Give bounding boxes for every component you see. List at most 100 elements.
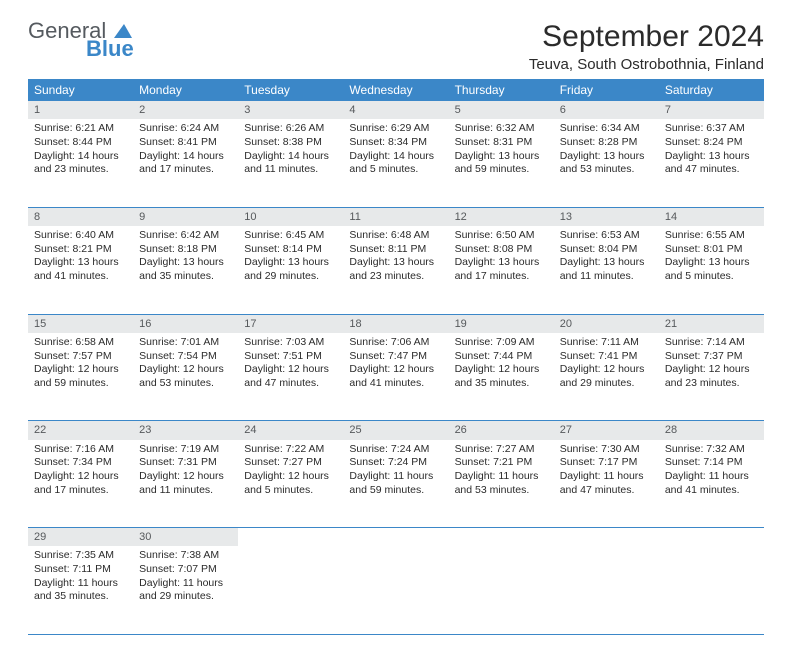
- day-details: Sunrise: 7:09 AM Sunset: 7:44 PM Dayligh…: [455, 336, 548, 391]
- day-content-cell: Sunrise: 6:26 AM Sunset: 8:38 PM Dayligh…: [238, 119, 343, 207]
- day-number-cell: 23: [133, 421, 238, 440]
- day-number-cell: [659, 528, 764, 547]
- day-content-cell: Sunrise: 6:48 AM Sunset: 8:11 PM Dayligh…: [343, 226, 448, 314]
- month-title: September 2024: [529, 20, 764, 54]
- day-details: Sunrise: 7:01 AM Sunset: 7:54 PM Dayligh…: [139, 336, 232, 391]
- weekday-header: Thursday: [449, 79, 554, 101]
- day-details: Sunrise: 6:24 AM Sunset: 8:41 PM Dayligh…: [139, 122, 232, 177]
- day-number-cell: 28: [659, 421, 764, 440]
- title-block: September 2024 Teuva, South Ostrobothnia…: [529, 20, 764, 73]
- day-content-cell: Sunrise: 6:50 AM Sunset: 8:08 PM Dayligh…: [449, 226, 554, 314]
- day-details: Sunrise: 7:35 AM Sunset: 7:11 PM Dayligh…: [34, 549, 127, 604]
- day-content-cell: Sunrise: 7:19 AM Sunset: 7:31 PM Dayligh…: [133, 440, 238, 528]
- day-number-cell: 29: [28, 528, 133, 547]
- day-number-cell: 11: [343, 207, 448, 226]
- day-number-cell: [238, 528, 343, 547]
- day-content-cell: Sunrise: 7:27 AM Sunset: 7:21 PM Dayligh…: [449, 440, 554, 528]
- day-content-cell: Sunrise: 6:45 AM Sunset: 8:14 PM Dayligh…: [238, 226, 343, 314]
- day-number-cell: 2: [133, 101, 238, 119]
- location-text: Teuva, South Ostrobothnia, Finland: [529, 56, 764, 73]
- day-number-cell: 3: [238, 101, 343, 119]
- weekday-header: Saturday: [659, 79, 764, 101]
- weekday-header: Tuesday: [238, 79, 343, 101]
- day-content-row: Sunrise: 6:40 AM Sunset: 8:21 PM Dayligh…: [28, 226, 764, 314]
- day-number-cell: 24: [238, 421, 343, 440]
- day-number-row: 1234567: [28, 101, 764, 119]
- day-content-cell: Sunrise: 6:32 AM Sunset: 8:31 PM Dayligh…: [449, 119, 554, 207]
- day-details: Sunrise: 7:24 AM Sunset: 7:24 PM Dayligh…: [349, 443, 442, 498]
- day-content-cell: Sunrise: 6:58 AM Sunset: 7:57 PM Dayligh…: [28, 333, 133, 421]
- day-number-cell: 4: [343, 101, 448, 119]
- weekday-header: Wednesday: [343, 79, 448, 101]
- day-number-cell: 1: [28, 101, 133, 119]
- day-number-cell: 20: [554, 314, 659, 333]
- logo: General Blue: [28, 20, 134, 60]
- day-number-cell: 12: [449, 207, 554, 226]
- day-number-row: 15161718192021: [28, 314, 764, 333]
- day-number-cell: [554, 528, 659, 547]
- day-details: Sunrise: 7:11 AM Sunset: 7:41 PM Dayligh…: [560, 336, 653, 391]
- day-content-cell: Sunrise: 7:30 AM Sunset: 7:17 PM Dayligh…: [554, 440, 659, 528]
- calendar-table: SundayMondayTuesdayWednesdayThursdayFrid…: [28, 79, 764, 635]
- day-number-cell: 9: [133, 207, 238, 226]
- day-content-row: Sunrise: 6:58 AM Sunset: 7:57 PM Dayligh…: [28, 333, 764, 421]
- day-content-row: Sunrise: 6:21 AM Sunset: 8:44 PM Dayligh…: [28, 119, 764, 207]
- day-details: Sunrise: 6:40 AM Sunset: 8:21 PM Dayligh…: [34, 229, 127, 284]
- day-number-cell: 22: [28, 421, 133, 440]
- day-number-cell: 14: [659, 207, 764, 226]
- calendar-header: SundayMondayTuesdayWednesdayThursdayFrid…: [28, 79, 764, 101]
- day-content-cell: Sunrise: 7:11 AM Sunset: 7:41 PM Dayligh…: [554, 333, 659, 421]
- day-details: Sunrise: 6:58 AM Sunset: 7:57 PM Dayligh…: [34, 336, 127, 391]
- calendar-body: 1234567 Sunrise: 6:21 AM Sunset: 8:44 PM …: [28, 101, 764, 634]
- day-number-cell: 15: [28, 314, 133, 333]
- day-content-cell: Sunrise: 7:06 AM Sunset: 7:47 PM Dayligh…: [343, 333, 448, 421]
- day-details: Sunrise: 6:42 AM Sunset: 8:18 PM Dayligh…: [139, 229, 232, 284]
- day-content-cell: [343, 546, 448, 634]
- day-details: Sunrise: 7:30 AM Sunset: 7:17 PM Dayligh…: [560, 443, 653, 498]
- day-details: Sunrise: 6:53 AM Sunset: 8:04 PM Dayligh…: [560, 229, 653, 284]
- day-number-cell: 27: [554, 421, 659, 440]
- day-number-cell: 10: [238, 207, 343, 226]
- day-details: Sunrise: 6:32 AM Sunset: 8:31 PM Dayligh…: [455, 122, 548, 177]
- day-details: Sunrise: 7:03 AM Sunset: 7:51 PM Dayligh…: [244, 336, 337, 391]
- day-number-cell: 21: [659, 314, 764, 333]
- day-number-row: 891011121314: [28, 207, 764, 226]
- day-details: Sunrise: 7:38 AM Sunset: 7:07 PM Dayligh…: [139, 549, 232, 604]
- day-number-cell: [449, 528, 554, 547]
- day-content-cell: [659, 546, 764, 634]
- day-number-cell: 18: [343, 314, 448, 333]
- day-details: Sunrise: 7:19 AM Sunset: 7:31 PM Dayligh…: [139, 443, 232, 498]
- day-details: Sunrise: 6:48 AM Sunset: 8:11 PM Dayligh…: [349, 229, 442, 284]
- day-number-cell: 17: [238, 314, 343, 333]
- day-number-row: 22232425262728: [28, 421, 764, 440]
- day-details: Sunrise: 7:27 AM Sunset: 7:21 PM Dayligh…: [455, 443, 548, 498]
- day-content-cell: Sunrise: 7:24 AM Sunset: 7:24 PM Dayligh…: [343, 440, 448, 528]
- day-details: Sunrise: 6:21 AM Sunset: 8:44 PM Dayligh…: [34, 122, 127, 177]
- day-number-cell: 25: [343, 421, 448, 440]
- day-details: Sunrise: 7:06 AM Sunset: 7:47 PM Dayligh…: [349, 336, 442, 391]
- day-content-cell: Sunrise: 7:03 AM Sunset: 7:51 PM Dayligh…: [238, 333, 343, 421]
- day-content-row: Sunrise: 7:35 AM Sunset: 7:11 PM Dayligh…: [28, 546, 764, 634]
- day-content-cell: Sunrise: 6:55 AM Sunset: 8:01 PM Dayligh…: [659, 226, 764, 314]
- day-content-cell: Sunrise: 6:40 AM Sunset: 8:21 PM Dayligh…: [28, 226, 133, 314]
- day-number-cell: 13: [554, 207, 659, 226]
- day-details: Sunrise: 6:50 AM Sunset: 8:08 PM Dayligh…: [455, 229, 548, 284]
- day-details: Sunrise: 6:45 AM Sunset: 8:14 PM Dayligh…: [244, 229, 337, 284]
- weekday-header: Friday: [554, 79, 659, 101]
- day-content-cell: [554, 546, 659, 634]
- day-number-cell: [343, 528, 448, 547]
- day-number-cell: 6: [554, 101, 659, 119]
- logo-blue-text: Blue: [86, 38, 134, 60]
- day-content-cell: Sunrise: 7:38 AM Sunset: 7:07 PM Dayligh…: [133, 546, 238, 634]
- day-content-cell: Sunrise: 6:53 AM Sunset: 8:04 PM Dayligh…: [554, 226, 659, 314]
- day-details: Sunrise: 7:16 AM Sunset: 7:34 PM Dayligh…: [34, 443, 127, 498]
- day-number-cell: 16: [133, 314, 238, 333]
- day-content-cell: Sunrise: 6:34 AM Sunset: 8:28 PM Dayligh…: [554, 119, 659, 207]
- day-number-cell: 26: [449, 421, 554, 440]
- day-details: Sunrise: 6:29 AM Sunset: 8:34 PM Dayligh…: [349, 122, 442, 177]
- day-number-cell: 19: [449, 314, 554, 333]
- header-row: General Blue September 2024 Teuva, South…: [28, 20, 764, 73]
- day-number-cell: 30: [133, 528, 238, 547]
- day-details: Sunrise: 6:55 AM Sunset: 8:01 PM Dayligh…: [665, 229, 758, 284]
- calendar-page: General Blue September 2024 Teuva, South…: [0, 0, 792, 655]
